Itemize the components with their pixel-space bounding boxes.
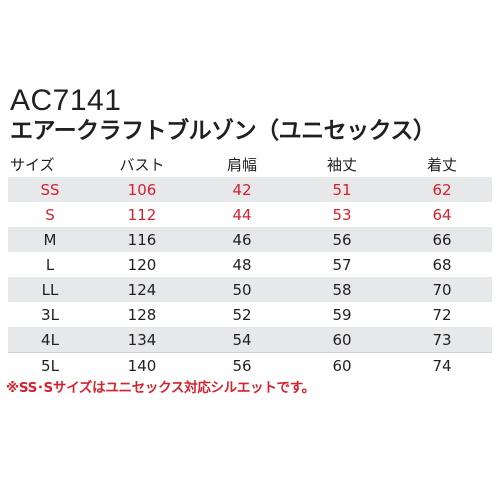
header-body-length: 着丈 xyxy=(426,155,457,174)
table-row: S 112 44 53 64 xyxy=(8,202,492,227)
bust-cell: 120 xyxy=(127,255,157,274)
bust-cell: 112 xyxy=(127,205,157,224)
shoulder-cell: 56 xyxy=(192,352,292,378)
bust-cell: 116 xyxy=(92,227,192,252)
size-cell: M xyxy=(8,227,92,252)
header-sleeve-length: 袖丈 xyxy=(326,155,357,174)
bust-cell: 124 xyxy=(92,277,192,302)
shoulder-cell: 42 xyxy=(192,177,292,202)
size-cell: LL xyxy=(8,277,92,302)
shoulder-cell: 46 xyxy=(192,227,292,252)
product-name: エアークラフトブルゾン（ユニセックス） xyxy=(10,118,436,144)
size-cell: 4L xyxy=(8,327,92,353)
header-size: サイズ xyxy=(10,155,55,174)
header-shoulder-width: 肩幅 xyxy=(226,155,257,174)
table-row: M 116 46 56 66 xyxy=(8,227,492,252)
shoulder-cell: 44 xyxy=(232,205,252,224)
header-bust: バスト xyxy=(119,155,165,174)
unisex-note: ※SS･Sサイズはユニセックス対応シルエットです。 xyxy=(6,380,315,396)
product-code: AC7141 xyxy=(10,84,122,117)
sleeve-cell: 60 xyxy=(292,327,392,353)
sleeve-cell: 59 xyxy=(332,305,352,324)
sleeve-cell: 56 xyxy=(292,227,392,252)
length-cell: 68 xyxy=(432,255,452,274)
shoulder-cell: 52 xyxy=(232,305,252,324)
sleeve-cell: 58 xyxy=(292,277,392,302)
length-cell: 72 xyxy=(432,305,452,324)
shoulder-cell: 48 xyxy=(232,255,252,274)
size-table: サイズ バスト 肩幅 袖丈 着丈 SS 106 42 51 62 S 112 4… xyxy=(8,151,492,378)
size-table-header: サイズ バスト 肩幅 袖丈 着丈 xyxy=(8,151,492,177)
length-cell: 70 xyxy=(392,277,492,302)
length-cell: 74 xyxy=(392,352,492,378)
size-cell: L xyxy=(45,255,55,274)
bust-cell: 134 xyxy=(92,327,192,353)
length-cell: 64 xyxy=(432,205,452,224)
table-row: 3L 128 52 59 72 xyxy=(8,302,492,327)
length-cell: 73 xyxy=(392,327,492,353)
sleeve-cell: 53 xyxy=(332,205,352,224)
shoulder-cell: 54 xyxy=(192,327,292,353)
shoulder-cell: 50 xyxy=(192,277,292,302)
sleeve-cell: 60 xyxy=(292,352,392,378)
sleeve-cell: 51 xyxy=(292,177,392,202)
length-cell: 66 xyxy=(392,227,492,252)
table-row: LL 124 50 58 70 xyxy=(8,277,492,302)
bust-cell: 128 xyxy=(127,305,157,324)
size-cell: 3L xyxy=(41,305,59,324)
table-row: 5L 140 56 60 74 xyxy=(8,352,492,378)
table-row: 4L 134 54 60 73 xyxy=(8,327,492,353)
bust-cell: 106 xyxy=(92,177,192,202)
size-cell: SS xyxy=(8,177,92,202)
table-row: L 120 48 57 68 xyxy=(8,252,492,277)
size-cell: S xyxy=(45,205,55,224)
bust-cell: 140 xyxy=(92,352,192,378)
size-cell: 5L xyxy=(8,352,92,378)
length-cell: 62 xyxy=(392,177,492,202)
table-row: SS 106 42 51 62 xyxy=(8,177,492,202)
sleeve-cell: 57 xyxy=(332,255,352,274)
